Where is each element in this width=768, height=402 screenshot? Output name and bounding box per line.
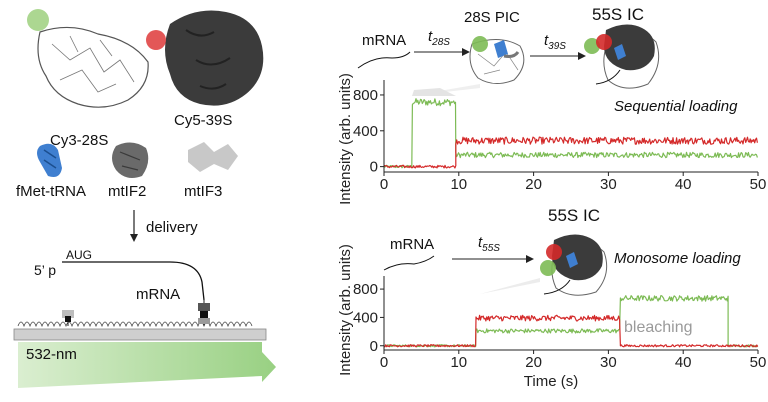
bottom-zoom-wedge — [480, 278, 540, 294]
mrna-strand — [62, 261, 205, 301]
glass-slide — [13, 328, 267, 341]
y-tick-label: 0 — [370, 338, 378, 355]
x-tick-label: 0 — [380, 354, 388, 371]
five-prime-label: 5’ p — [34, 262, 57, 278]
y-tick-label: 800 — [353, 281, 378, 298]
top-t1-label: t28S — [428, 28, 450, 48]
bottom-state1-label: 55S IC — [548, 206, 600, 225]
series-line-cy3 — [383, 98, 758, 169]
delivery-label: delivery — [146, 219, 198, 236]
y-tick-label: 400 — [353, 123, 378, 140]
ic-55s-top-icon — [584, 24, 660, 89]
ic-55s-bottom-icon — [540, 234, 608, 296]
mrna-label: mRNA — [136, 286, 181, 303]
series-line-cy5 — [383, 314, 759, 348]
top-state2-label: 55S IC — [592, 5, 644, 24]
x-tick-label: 10 — [450, 354, 467, 371]
top-mrna-squiggle — [357, 51, 411, 69]
mtif3-icon — [188, 142, 238, 172]
bottom-panel-title: Monosome loading — [614, 250, 741, 267]
x-axis-label: Time (s) — [524, 373, 578, 390]
large-subunit-39s-icon — [146, 10, 264, 106]
x-tick-label: 20 — [525, 176, 542, 193]
bottom-mrna-label: mRNA — [390, 236, 435, 253]
mtif2-icon — [112, 142, 149, 178]
cy5-39s-label: Cy5-39S — [174, 112, 233, 129]
x-tick-label: 30 — [600, 176, 617, 193]
tethered-mrna-complex-icon — [198, 300, 210, 326]
top-t2-label: t39S — [544, 32, 566, 52]
chart-axes — [383, 276, 758, 351]
y-axis-label: Intensity (arb. units) — [337, 73, 354, 205]
x-tick-label: 0 — [380, 176, 388, 193]
x-tick-label: 20 — [525, 354, 542, 371]
mtif3-label: mtIF3 — [184, 183, 223, 200]
x-tick-label: 40 — [675, 176, 692, 193]
delivery-arrow — [130, 210, 138, 242]
top-mrna-label: mRNA — [362, 32, 407, 49]
x-tick-label: 10 — [450, 176, 467, 193]
tethered-molecule-icon — [62, 310, 74, 326]
pic-28s-icon — [469, 36, 525, 84]
aug-label: AUG — [66, 248, 93, 262]
mtif2-label: mtIF2 — [108, 183, 147, 200]
x-tick-label: 30 — [600, 354, 617, 371]
y-tick-label: 800 — [353, 87, 378, 104]
y-axis-label: Intensity (arb. units) — [337, 244, 354, 376]
small-subunit-28s-icon — [27, 9, 149, 108]
bottom-mrna-squiggle — [383, 255, 435, 271]
laser-beam — [18, 342, 276, 388]
top-state1-label: 28S PIC — [464, 9, 520, 26]
surface-brush — [17, 321, 253, 328]
bottom-t1-label: t55S — [478, 234, 500, 254]
top-panel-title: Sequential loading — [614, 98, 738, 115]
y-tick-label: 0 — [370, 159, 378, 176]
x-tick-label: 50 — [750, 176, 767, 193]
cy3-dye-icon — [27, 9, 49, 31]
fmet-trna-label: fMet-tRNA — [16, 183, 87, 200]
cy5-dye-icon — [146, 30, 166, 50]
series-line-cy3 — [383, 295, 759, 348]
laser-label: 532-nm — [26, 346, 77, 363]
bleaching-annotation: bleaching — [624, 319, 693, 336]
y-tick-label: 400 — [353, 309, 378, 326]
cy3-28s-label: Cy3-28S — [50, 132, 109, 149]
x-tick-label: 40 — [675, 354, 692, 371]
series-line-cy5 — [383, 136, 758, 169]
x-tick-label: 50 — [750, 354, 767, 371]
fmet-trna-icon — [37, 143, 62, 177]
